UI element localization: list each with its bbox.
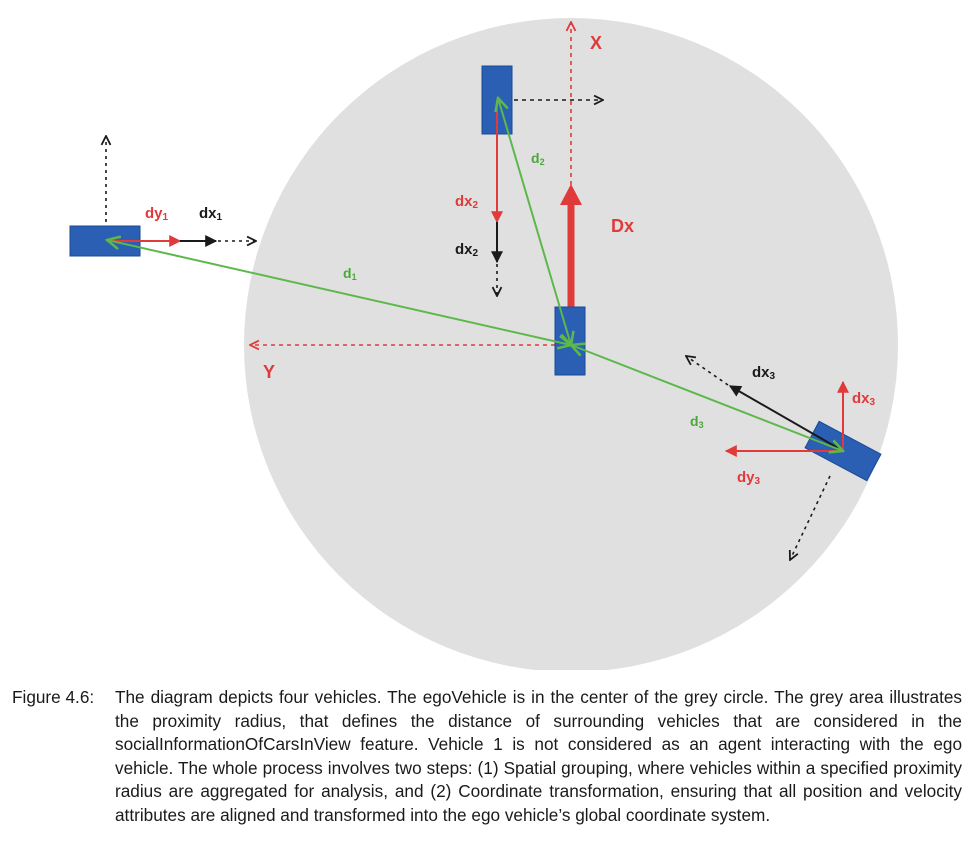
label-y-axis: Y — [263, 362, 275, 382]
vehicle-3-dashed-side — [790, 475, 831, 560]
label-dx2-black: dx2 — [455, 241, 479, 259]
label-x-axis: X — [590, 33, 602, 53]
label-Dx: Dx — [611, 216, 634, 236]
distance-d3-line — [571, 345, 843, 451]
label-d1: d1 — [343, 265, 357, 282]
label-dx3-black: dx3 — [752, 364, 776, 382]
distance-d1-line — [107, 240, 571, 345]
caption-label: Figure 4.6: — [12, 687, 95, 707]
label-dy3: dy3 — [737, 469, 761, 487]
distance-d2-line — [498, 98, 571, 345]
caption-text: The diagram depicts four vehicles. The e… — [115, 687, 962, 825]
figure-caption: Figure 4.6: The diagram depicts four veh… — [12, 686, 962, 828]
label-dx3-red: dx3 — [852, 390, 876, 408]
label-dx2-red: dx2 — [455, 193, 479, 211]
label-dy1: dy1 — [145, 205, 169, 223]
label-d2: d2 — [531, 150, 545, 167]
label-dx1: dx1 — [199, 205, 223, 223]
vehicle-proximity-diagram: X Y Dx dy1 dx1 d1 d2 dx2 dx2 dx3 dx3 d3 … — [69, 18, 898, 670]
label-d3: d3 — [690, 413, 704, 430]
